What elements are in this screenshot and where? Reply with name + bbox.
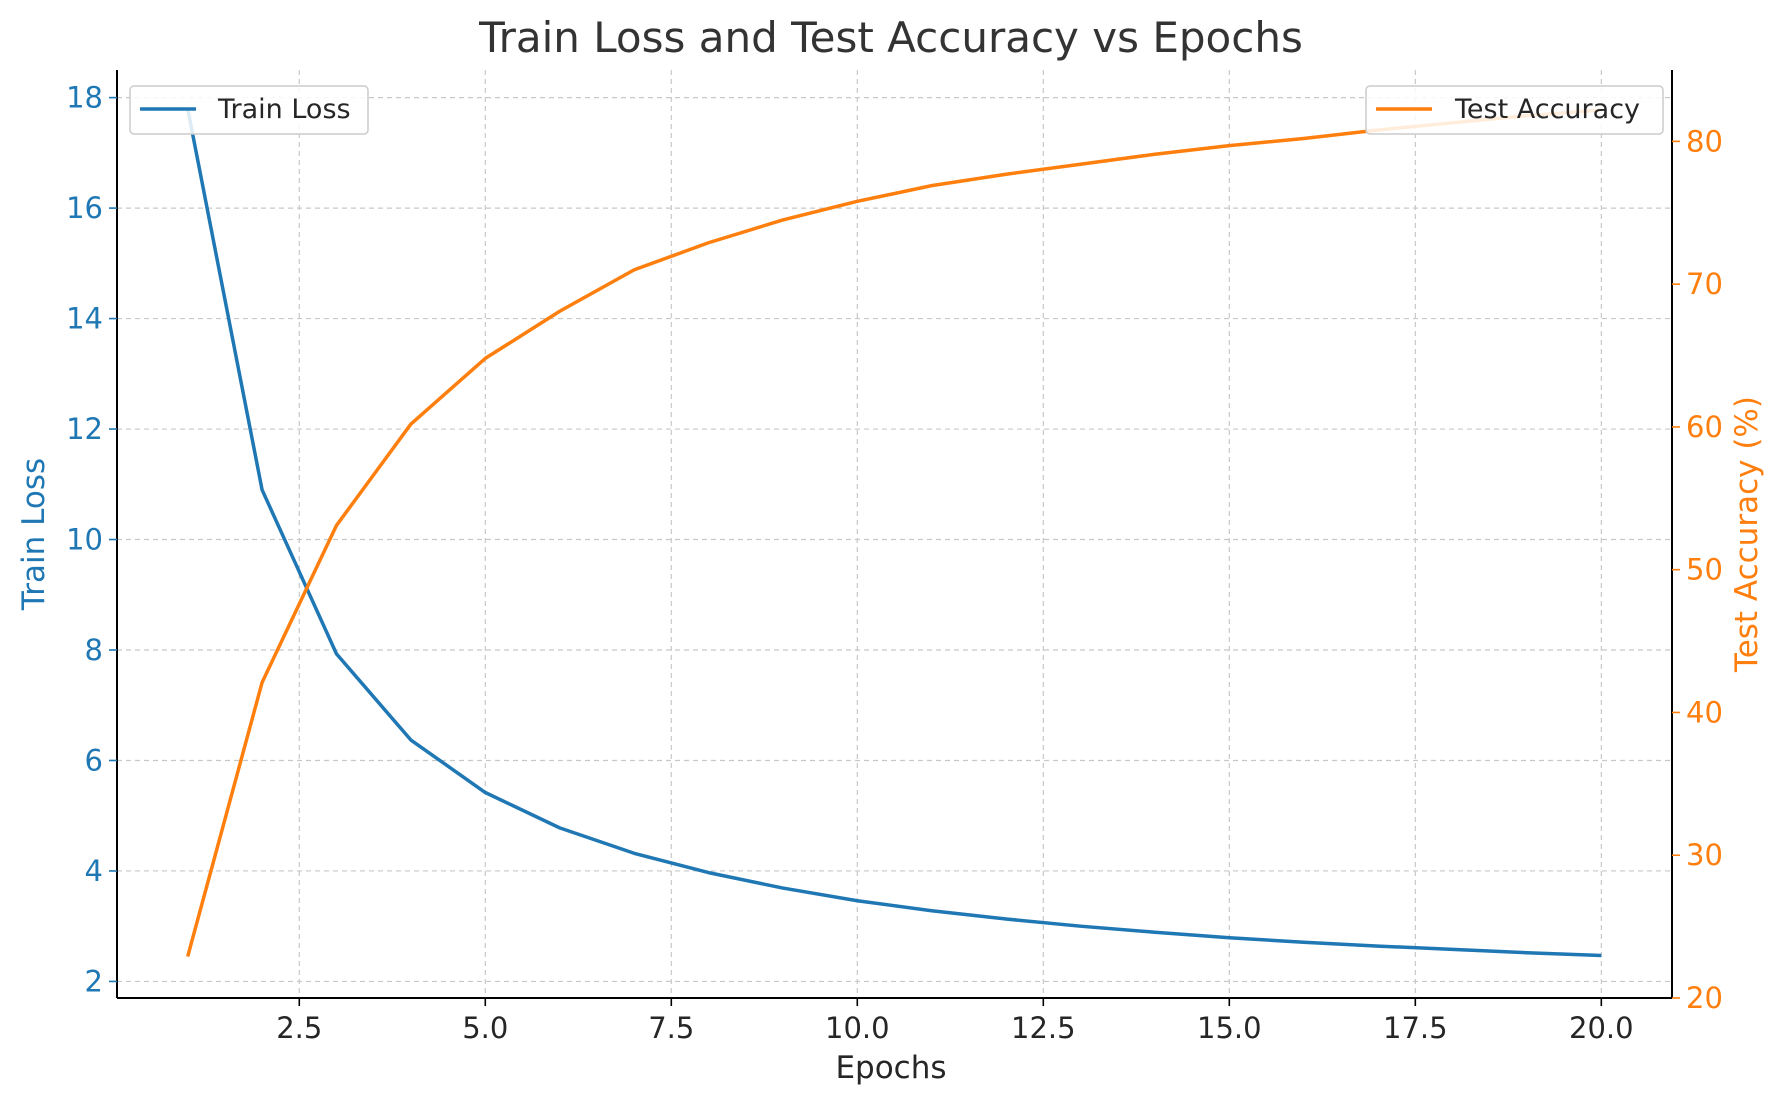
right-y-tick-label: 20	[1686, 981, 1723, 1015]
left-y-tick-label: 2	[85, 964, 103, 998]
x-tick-label: 20.0	[1569, 1011, 1634, 1045]
x-tick-label: 2.5	[276, 1011, 322, 1045]
right-y-axis-ticks: 20 30 40 50 60 70 80	[1672, 124, 1723, 1015]
right-y-tick-label: 70	[1686, 267, 1723, 301]
left-y-tick-label: 16	[66, 191, 103, 225]
legend-label: Test Accuracy	[1454, 94, 1640, 125]
legend-box	[1365, 85, 1664, 135]
right-y-tick-label: 40	[1686, 695, 1723, 729]
x-tick-label: 7.5	[648, 1011, 694, 1045]
left-y-tick-label: 8	[85, 633, 103, 667]
left-y-tick-label: 10	[66, 523, 103, 557]
legend-label: Train Loss	[217, 94, 351, 125]
left-y-tick-label: 6	[85, 743, 103, 777]
x-axis-ticks: 2.5 5.0 7.5 10.0 12.5 15.0 17.5 20.0	[276, 998, 1634, 1045]
left-y-tick-label: 14	[66, 302, 103, 336]
right-y-axis-label: Test Accuracy (%)	[1729, 396, 1765, 673]
series-layer	[185, 108, 1602, 958]
train-loss-line	[185, 108, 1602, 958]
left-y-axis-ticks: 2 4 6 8 10 12 14 16 18	[66, 81, 117, 998]
left-y-axis-label: Train Loss	[16, 458, 52, 611]
grid	[117, 70, 1672, 998]
legend-test-accuracy: Test Accuracy	[1365, 85, 1664, 135]
x-tick-label: 15.0	[1197, 1011, 1262, 1045]
legend-train-loss: Train Loss	[129, 85, 369, 135]
x-tick-label: 5.0	[462, 1011, 508, 1045]
right-y-tick-label: 60	[1686, 410, 1723, 444]
right-y-tick-label: 50	[1686, 553, 1723, 587]
left-y-tick-label: 4	[85, 854, 103, 888]
x-tick-label: 10.0	[825, 1011, 890, 1045]
right-y-tick-label: 30	[1686, 838, 1723, 872]
x-tick-label: 12.5	[1011, 1011, 1076, 1045]
x-tick-label: 17.5	[1383, 1011, 1448, 1045]
legend-box	[129, 85, 369, 135]
left-y-tick-label: 18	[66, 81, 103, 115]
left-y-tick-label: 12	[66, 412, 103, 446]
x-axis-label: Epochs	[835, 1050, 946, 1086]
test-accuracy-line	[185, 108, 1602, 958]
axes-frame	[116, 70, 1673, 999]
right-y-tick-label: 80	[1686, 124, 1723, 158]
chart-title: Train Loss and Test Accuracy vs Epochs	[478, 13, 1303, 62]
